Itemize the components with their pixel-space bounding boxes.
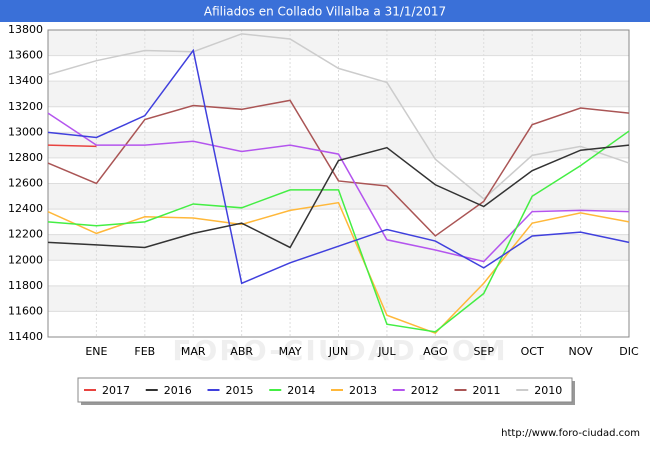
source: http://www.foro-ciudad.com [501, 428, 640, 439]
y-tick-label: 13800 [8, 23, 43, 36]
y-tick-label: 13200 [8, 100, 43, 113]
legend-label: 2011 [473, 384, 501, 397]
y-tick-label: 11800 [8, 279, 43, 292]
series-line [47, 48, 630, 285]
watermark: FORO-CIUDAD.COM [172, 334, 507, 367]
series-line [47, 144, 630, 249]
y-tick-label: 12200 [8, 228, 43, 241]
series-line [47, 99, 630, 237]
series-line [47, 112, 630, 263]
y-tick-label: 13600 [8, 49, 43, 62]
x-tick-label: AGO [423, 345, 448, 358]
legend [77, 377, 573, 403]
x-tick-label: OCT [521, 345, 544, 358]
y-tick-label: 13000 [8, 125, 43, 138]
x-tick-label: JUN [328, 345, 349, 358]
y-tick-label: 12800 [8, 151, 43, 164]
x-tick-label: MAY [279, 345, 302, 358]
legend-label: 2010 [534, 384, 562, 397]
legend-label: 2017 [102, 384, 130, 397]
legend-label: 2012 [411, 384, 439, 397]
series-line [47, 130, 630, 333]
y-tick-label: 13400 [8, 74, 43, 87]
x-tick-label: NOV [568, 345, 593, 358]
y-tick-label: 12600 [8, 177, 43, 190]
series-line [47, 201, 630, 335]
series-line [47, 144, 97, 148]
x-tick-label: DIC [619, 345, 639, 358]
series-line [47, 33, 630, 200]
x-tick-label: MAR [181, 345, 206, 358]
title-bar [0, 0, 650, 22]
x-tick-label: JUL [377, 345, 396, 358]
y-tick-label: 11400 [8, 330, 43, 343]
x-tick-label: FEB [134, 345, 155, 358]
chart-title: Afiliados en Collado Villalba a 31/1/201… [204, 5, 446, 19]
y-tick-label: 12400 [8, 202, 43, 215]
x-tick-label: ENE [85, 345, 107, 358]
legend-label: 2014 [287, 384, 315, 397]
plot-border [47, 29, 630, 338]
legend-label: 2013 [349, 384, 377, 397]
y-tick-label: 12000 [8, 253, 43, 266]
x-tick-label: SEP [473, 345, 494, 358]
x-tick-label: ABR [230, 345, 253, 358]
plot-area: 11400 11600 11800 12000 12200 12400 12600 12800… [8, 23, 639, 358]
y-tick-label: 11600 [8, 304, 43, 317]
legend-label: 2015 [226, 384, 254, 397]
legend-label: 2016 [164, 384, 192, 397]
